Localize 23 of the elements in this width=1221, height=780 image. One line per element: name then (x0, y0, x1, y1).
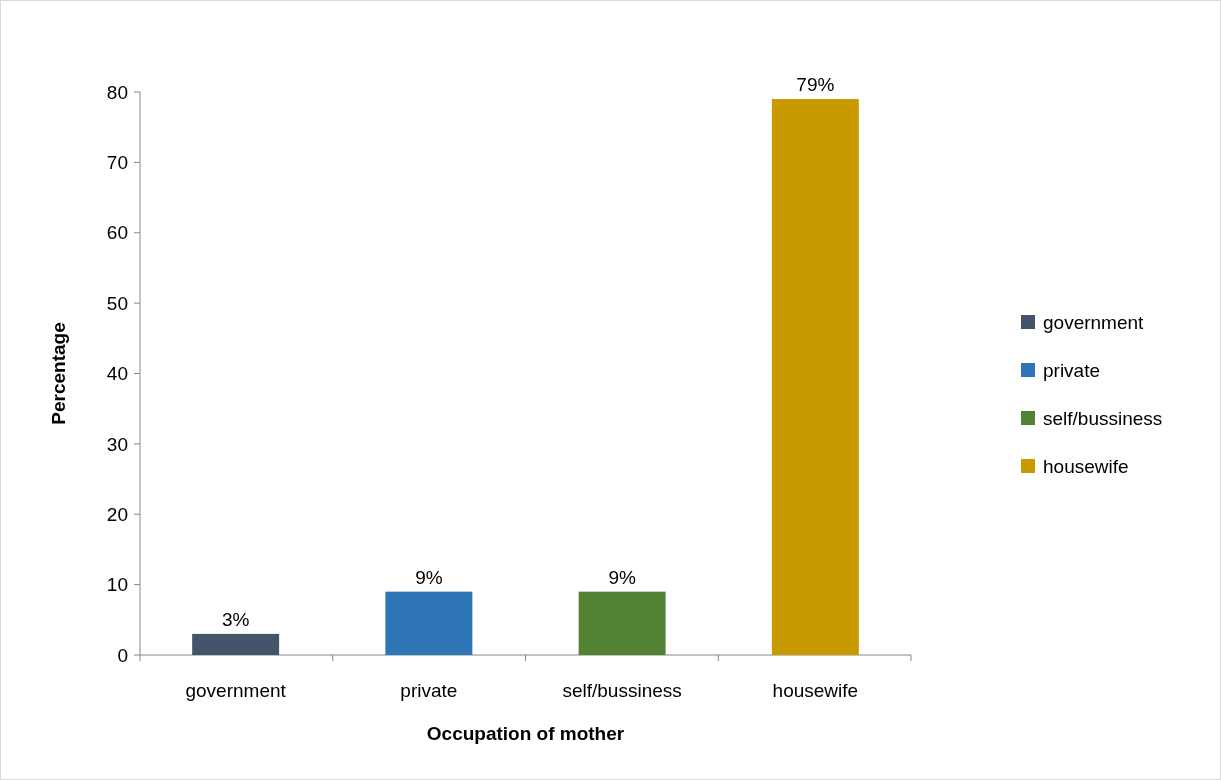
y-tick-label: 70 (106, 152, 128, 174)
y-tick-label: 20 (106, 503, 128, 525)
legend-label: self/bussiness (1043, 407, 1163, 429)
x-axis-title: Occupation of mother (426, 723, 625, 744)
data-label: 79% (796, 74, 835, 96)
x-tick-label: government (185, 680, 287, 701)
legend-label: housewife (1043, 455, 1129, 477)
data-label: 9% (608, 566, 636, 588)
x-tick-label: private (400, 680, 458, 701)
y-tick-label: 0 (117, 644, 128, 666)
legend-label: government (1043, 311, 1145, 333)
y-tick-label: 10 (106, 574, 128, 596)
x-tick-label: housewife (772, 680, 859, 701)
y-axis-title: Percentage (48, 322, 69, 425)
y-tick-label: 30 (106, 433, 128, 455)
x-tick-label: self/bussiness (562, 680, 682, 701)
data-label: 3% (221, 608, 250, 630)
data-label: 9% (415, 566, 443, 588)
legend-label: private (1043, 359, 1101, 381)
y-tick-label: 80 (106, 81, 128, 103)
y-tick-label: 60 (106, 222, 128, 244)
y-tick-label: 40 (106, 363, 128, 385)
y-tick-label: 50 (106, 292, 128, 314)
